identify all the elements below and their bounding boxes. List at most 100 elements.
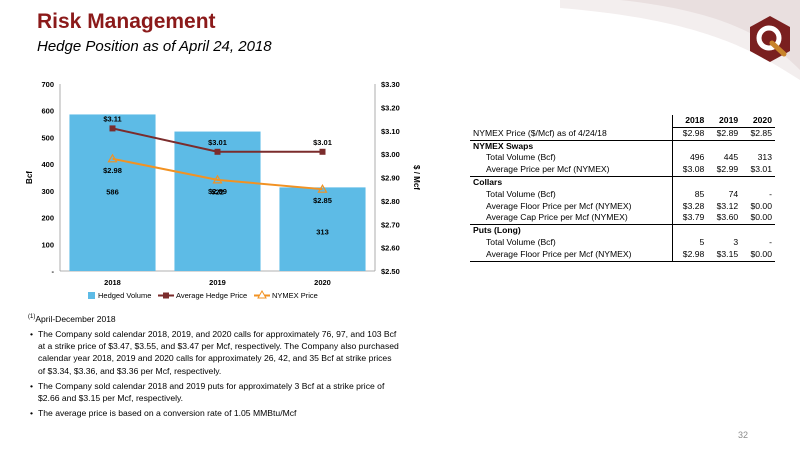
- point-nymex-price: [317, 183, 328, 193]
- table-cell: $2.98: [672, 127, 708, 141]
- table-row: Average Floor Price per Mcf (NYMEX) $3.28…: [470, 200, 775, 213]
- table-cell: 5: [672, 236, 708, 249]
- table-cell: 85: [672, 188, 708, 201]
- left-axis-tick-label: -: [52, 267, 55, 276]
- table-row-label: Total Volume (Bcf): [486, 152, 556, 163]
- table-cell: $0.00: [750, 212, 772, 223]
- bar-hedged-volume: [69, 114, 156, 271]
- right-axis-tick-label: $2.50: [381, 267, 400, 276]
- table-header-2018: 2018: [672, 115, 708, 128]
- page-number: 32: [737, 430, 748, 440]
- nymex-price-label: $2.85: [313, 196, 332, 205]
- left-axis-tick-label: 400: [41, 160, 54, 169]
- left-axis-tick-label: 300: [41, 187, 54, 196]
- table-row: NYMEX Swaps: [470, 139, 775, 153]
- right-axis-tick-label: $3.30: [381, 80, 400, 89]
- table-header-blank: [470, 115, 673, 127]
- table-row-label: Collars: [470, 175, 673, 189]
- point-nymex-price: [212, 174, 223, 184]
- page-subtitle: Hedge Position as of April 24, 2018: [37, 38, 272, 55]
- right-axis-title: $ / Mcf: [412, 165, 420, 190]
- table-cell: [707, 139, 742, 153]
- table-cell: [707, 175, 742, 189]
- table-cell: -: [769, 236, 772, 247]
- table-row: Collars: [470, 175, 775, 189]
- table-header-2020: 2020: [741, 115, 775, 128]
- table-row: Total Volume (Bcf) 496 445 313: [470, 152, 775, 165]
- table-header-2019: 2019: [707, 115, 742, 128]
- right-axis-tick-label: $3.10: [381, 127, 400, 136]
- right-axis-tick-label: $2.60: [381, 244, 400, 253]
- footnote-marker: (1): [28, 314, 36, 321]
- right-axis-tick-label: $2.90: [381, 174, 400, 183]
- point-average-hedge-price: [214, 148, 221, 155]
- legend-entry: NYMEX Price: [272, 291, 318, 300]
- nymex-price-label: $2.98: [103, 166, 122, 175]
- hedge-table: 2018 2019 2020 NYMEX Price ($/Mcf) as of…: [470, 115, 775, 262]
- table-cell: [707, 224, 742, 237]
- left-axis-tick-label: 500: [41, 133, 54, 142]
- avg-hedge-price-label: $3.01: [313, 138, 332, 147]
- bar-data-label: 586: [106, 187, 119, 196]
- avg-hedge-price-label: $3.11: [103, 114, 121, 123]
- table-cell: $3.01: [750, 164, 772, 175]
- table-cell: $3.08: [672, 164, 708, 177]
- table-row-label: Average Cap Price per Mcf (NYMEX): [486, 212, 628, 223]
- table-header-row: 2018 2019 2020: [470, 115, 775, 128]
- table-row: Total Volume (Bcf) 5 3 -: [470, 236, 775, 249]
- x-axis-tick-label: 2018: [104, 278, 121, 287]
- table-cell: $2.89: [716, 127, 739, 138]
- table-row-label: Total Volume (Bcf): [486, 236, 556, 247]
- point-average-hedge-price: [319, 148, 326, 155]
- left-axis-tick-label: 600: [41, 107, 54, 116]
- avg-hedge-price-label: $3.01: [208, 138, 227, 147]
- table-row: Total Volume (Bcf) 85 74 -: [470, 188, 775, 201]
- right-axis-tick-label: $2.70: [381, 220, 400, 229]
- bullet-item: The Company sold calendar 2018 and 2019 …: [30, 380, 400, 404]
- table-cell: $3.28: [672, 200, 708, 213]
- table-cell: 496: [672, 152, 708, 165]
- table-cell: $2.98: [672, 248, 708, 262]
- table-cell: [741, 139, 775, 153]
- right-axis-tick-label: $2.80: [381, 197, 400, 206]
- table-cell: [672, 139, 708, 153]
- table-cell: 313: [757, 152, 772, 163]
- bar-data-label: 313: [316, 227, 329, 236]
- point-nymex-price: [107, 153, 118, 163]
- table-row: NYMEX Price ($/Mcf) as of 4/24/18 $2.98 $2…: [470, 127, 775, 141]
- legend-marker-average-hedge-price: [163, 292, 169, 299]
- table-row: Average Floor Price per Mcf (NYMEX) $2.98…: [470, 248, 775, 262]
- page-title: Risk Management: [37, 10, 216, 33]
- table-cell: -: [769, 188, 772, 199]
- table-row-label: NYMEX Price ($/Mcf) as of 4/24/18: [473, 127, 607, 138]
- bar-hedged-volume: [279, 187, 366, 271]
- left-axis-tick-label: 100: [41, 240, 54, 249]
- bullet-item: The Company sold calendar 2018, 2019, an…: [30, 328, 400, 377]
- legend-marker-nymex-price: [257, 289, 267, 299]
- table-cell: $3.79: [672, 212, 708, 225]
- line-nymex-price: [112, 157, 323, 191]
- x-axis-tick-label: 2019: [209, 278, 226, 287]
- point-average-hedge-price: [109, 125, 116, 132]
- table-cell: $3.60: [716, 212, 739, 223]
- left-axis-tick-label: 200: [41, 214, 54, 223]
- table-row-label: Average Floor Price per Mcf (NYMEX): [486, 200, 632, 211]
- table-cell: 445: [723, 152, 739, 163]
- q-logo-icon: [750, 16, 790, 62]
- bullet-item: The average price is based on a conversi…: [30, 407, 400, 419]
- table-row-label: Total Volume (Bcf): [486, 188, 556, 199]
- table-row-label: NYMEX Swaps: [470, 139, 673, 153]
- right-axis-tick-label: $3.20: [381, 103, 400, 112]
- table-row-label: Average Price per Mcf (NYMEX): [486, 164, 610, 175]
- nymex-price-label: $2.89: [208, 187, 227, 196]
- bullet-list: The Company sold calendar 2018, 2019, an…: [30, 328, 400, 422]
- left-axis-title: Bcf: [25, 171, 34, 184]
- table-cell: 3: [733, 236, 739, 247]
- bar-data-label: 522: [211, 188, 224, 197]
- table-cell: [741, 175, 775, 189]
- bar-hedged-volume: [174, 131, 261, 271]
- footnote: (1)April-December 2018: [28, 314, 116, 324]
- table-cell: [672, 175, 708, 189]
- table-cell: [672, 224, 708, 237]
- right-axis-tick-label: $3.00: [381, 150, 400, 159]
